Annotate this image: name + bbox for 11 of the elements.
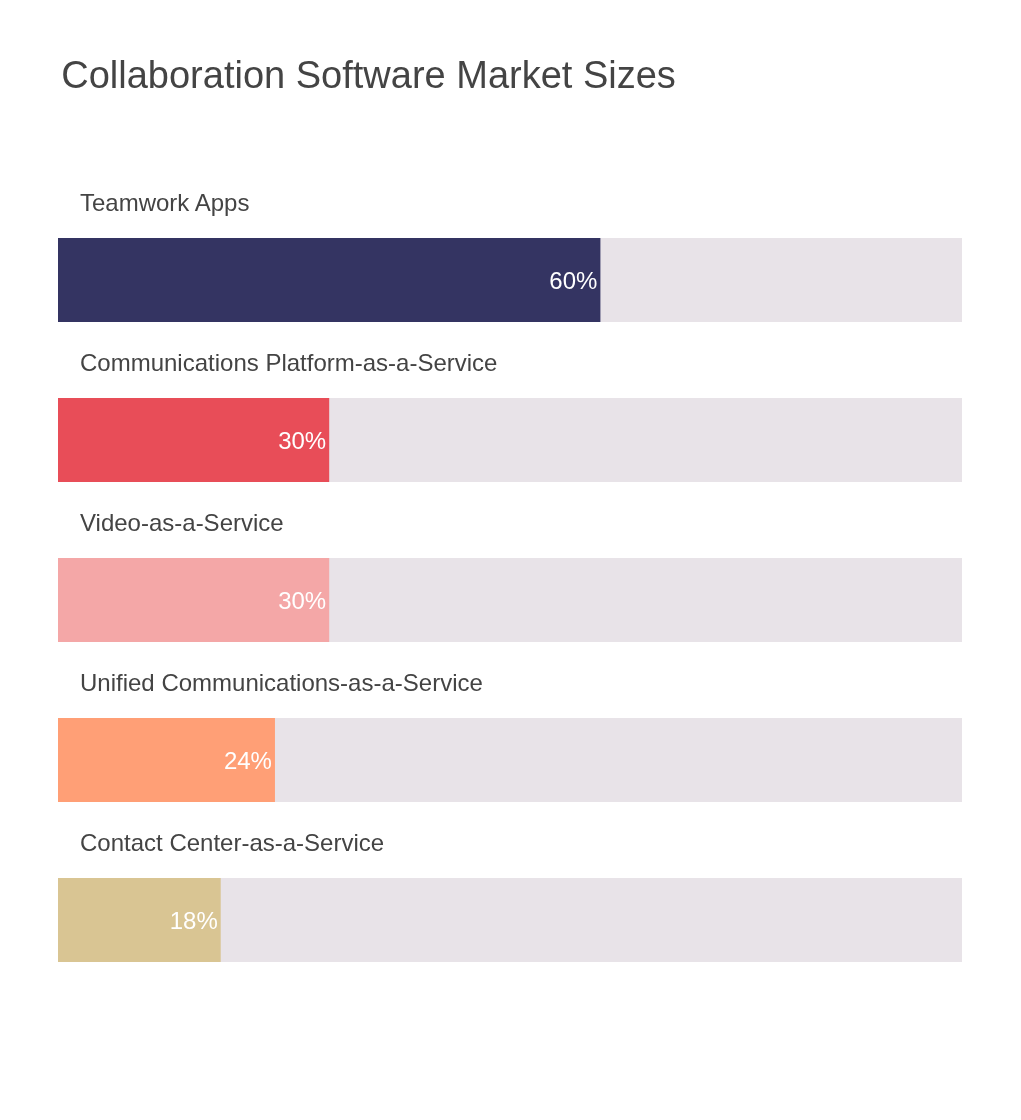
data-label: 18%: [169, 906, 218, 934]
data-label: 24%: [223, 746, 272, 774]
y-tick-label: Contact Center-as-a-Service: [80, 829, 385, 856]
y-tick-label: Teamwork Apps: [80, 189, 250, 216]
data-label: 30%: [278, 426, 327, 454]
data-label: 60%: [549, 266, 598, 294]
y-tick-label: Communications Platform-as-a-Service: [80, 349, 498, 376]
y-tick-label: Video-as-a-Service: [80, 509, 284, 536]
data-label: 30%: [278, 586, 327, 614]
chart-title: Collaboration Software Market Sizes: [61, 54, 676, 97]
y-tick-label: Unified Communications-as-a-Service: [80, 669, 483, 696]
